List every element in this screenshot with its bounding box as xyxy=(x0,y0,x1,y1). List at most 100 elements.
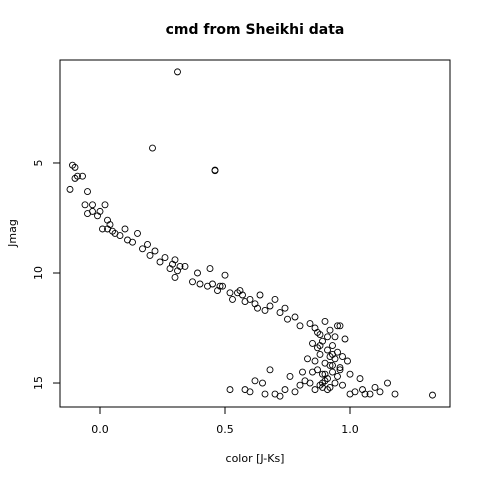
data-point xyxy=(339,381,346,389)
data-point xyxy=(331,379,339,387)
data-point xyxy=(336,322,344,330)
data-point xyxy=(286,372,294,380)
data-point xyxy=(281,304,289,312)
data-point xyxy=(361,390,369,398)
data-point xyxy=(151,247,159,255)
data-point xyxy=(326,326,334,334)
data-point xyxy=(259,379,266,387)
data-point xyxy=(334,322,341,330)
data-point xyxy=(314,366,321,374)
data-point xyxy=(276,392,284,400)
data-point xyxy=(149,144,156,152)
data-point xyxy=(216,282,224,290)
data-point xyxy=(366,390,374,398)
data-point xyxy=(336,364,344,372)
data-point xyxy=(384,379,391,387)
data-point xyxy=(326,361,334,369)
data-point xyxy=(276,309,284,317)
data-point xyxy=(291,313,299,321)
data-point xyxy=(341,335,349,343)
data-point xyxy=(161,254,169,262)
data-point xyxy=(321,317,329,325)
data-point xyxy=(101,201,109,209)
data-point xyxy=(266,302,274,310)
data-point xyxy=(296,322,304,330)
data-point xyxy=(261,390,269,398)
data-point xyxy=(174,68,181,76)
data-point xyxy=(194,269,201,277)
data-point xyxy=(266,366,274,374)
data-point xyxy=(99,225,106,233)
data-point xyxy=(144,240,151,248)
data-point xyxy=(284,315,291,323)
data-point xyxy=(236,287,244,295)
data-point xyxy=(71,163,79,171)
x-tick-label: 1.0 xyxy=(341,423,359,436)
data-point xyxy=(79,172,86,180)
data-point xyxy=(321,370,329,378)
data-point xyxy=(134,229,141,237)
data-point xyxy=(246,295,254,303)
data-point xyxy=(356,375,364,383)
data-point xyxy=(326,353,334,361)
data-point xyxy=(156,258,164,266)
data-point xyxy=(304,355,311,363)
data-point xyxy=(89,201,96,209)
data-point xyxy=(89,207,96,215)
data-point xyxy=(206,265,214,273)
data-point xyxy=(104,225,111,233)
data-point xyxy=(371,383,379,391)
data-point xyxy=(261,306,269,314)
data-point xyxy=(211,167,219,175)
data-point xyxy=(226,386,234,394)
data-point xyxy=(429,391,436,399)
data-point xyxy=(316,350,324,358)
data-point xyxy=(336,366,344,374)
data-point xyxy=(81,201,89,209)
data-point xyxy=(189,278,196,286)
data-point xyxy=(319,379,326,387)
data-point xyxy=(281,386,289,394)
data-point xyxy=(311,357,319,365)
data-point xyxy=(324,346,331,354)
x-tick-label: 0.5 xyxy=(216,423,234,436)
data-point xyxy=(226,289,234,297)
data-point xyxy=(181,262,189,270)
data-point xyxy=(219,282,226,290)
data-point xyxy=(271,295,279,303)
data-point xyxy=(324,333,331,341)
data-point xyxy=(331,333,339,341)
data-point xyxy=(291,388,299,396)
data-point xyxy=(196,280,204,288)
data-point xyxy=(346,390,354,398)
data-point xyxy=(299,368,306,376)
data-point xyxy=(316,342,324,350)
x-axis-label: color [J-Ks] xyxy=(226,452,285,465)
data-point xyxy=(116,232,124,240)
data-point xyxy=(121,225,129,233)
data-point xyxy=(306,320,314,328)
data-point xyxy=(221,271,229,279)
data-point xyxy=(66,185,74,193)
data-point xyxy=(96,207,104,215)
y-tick-label: 10 xyxy=(32,266,45,280)
chart-title: cmd from Sheikhi data xyxy=(166,22,345,38)
data-point xyxy=(139,245,146,253)
data-point xyxy=(176,262,184,270)
data-point xyxy=(209,280,216,288)
data-point xyxy=(376,388,384,396)
data-point xyxy=(329,361,336,369)
data-point xyxy=(334,372,341,380)
data-point xyxy=(339,353,346,361)
data-point xyxy=(254,304,261,312)
data-point xyxy=(229,295,236,303)
data-point xyxy=(391,390,399,398)
data-point xyxy=(309,339,316,347)
data-point xyxy=(171,273,179,281)
data-point xyxy=(319,370,326,378)
data-point xyxy=(129,238,136,246)
y-tick-label: 5 xyxy=(32,159,45,166)
data-point xyxy=(241,386,249,394)
data-point xyxy=(324,386,331,394)
